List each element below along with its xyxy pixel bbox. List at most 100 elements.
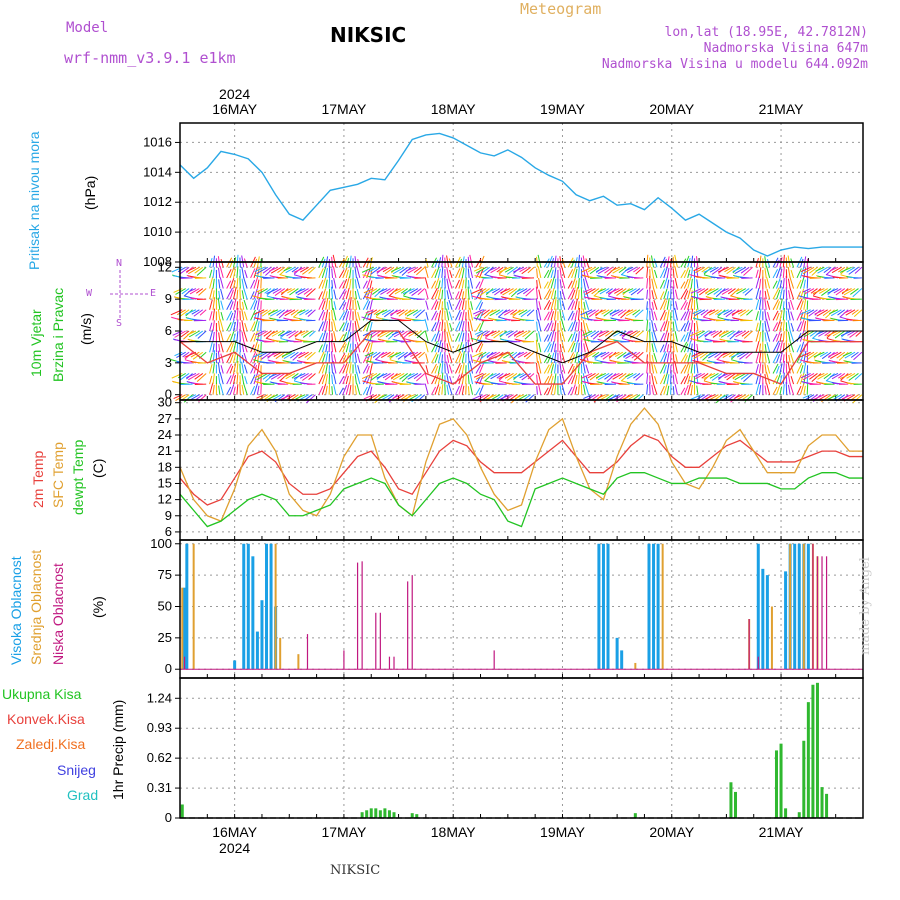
wind-arrow <box>189 288 200 295</box>
wind-arrow <box>790 269 795 279</box>
wind-arrow <box>308 373 316 381</box>
wind-arrow <box>651 384 655 395</box>
y-tick-label: 0.31 <box>147 780 172 795</box>
wind-arrow <box>475 387 481 395</box>
wind-arrow <box>772 322 779 332</box>
wind-arrow <box>356 288 361 300</box>
wind-arrow <box>799 277 805 289</box>
wind-arrow <box>219 318 224 332</box>
wind-arrow <box>597 288 606 293</box>
wind-arrow <box>305 309 313 315</box>
wind-arrow <box>567 363 574 374</box>
wind-arrow <box>485 288 497 294</box>
wind-arrow <box>369 386 373 395</box>
wind-arrow <box>437 340 442 353</box>
wind-arrow <box>729 330 740 340</box>
day-label-bottom: 21MAY <box>759 824 805 840</box>
mid-cloud-bar <box>181 587 184 670</box>
wind-arrow <box>804 288 815 295</box>
high-cloud-bar <box>765 575 769 670</box>
wind-arrow <box>241 320 245 332</box>
wind-arrow <box>271 330 282 337</box>
wind-arrow <box>772 299 779 311</box>
wind-arrow <box>250 362 256 374</box>
wind-arrow <box>813 351 825 358</box>
wind-arrow <box>536 374 538 385</box>
wind-arrow <box>699 351 709 359</box>
wind-arrow <box>318 309 325 321</box>
wind-arrow <box>772 363 779 374</box>
high-cloud-bar <box>784 571 788 670</box>
wind-arrow <box>219 383 224 395</box>
wind-arrow <box>300 330 309 336</box>
wind-arrow <box>659 344 665 353</box>
wind-arrow <box>431 322 437 332</box>
wind-arrow <box>321 341 327 353</box>
wind-arrow <box>696 320 699 332</box>
wind-arrow <box>584 341 590 353</box>
wind-arrow <box>711 373 723 381</box>
wind-arrow <box>467 268 470 278</box>
low-cloud-bar <box>388 656 391 670</box>
wind-arrow <box>772 310 779 321</box>
low-cloud-bar <box>493 650 495 670</box>
wind-arrow <box>374 394 385 404</box>
wind-arrow <box>342 320 348 332</box>
wind-arrow <box>713 288 723 295</box>
wind-arrow <box>543 288 551 300</box>
wind-arrow <box>802 266 815 275</box>
wind-arrow <box>696 330 706 337</box>
precip-bar <box>365 810 369 818</box>
wind-arrow <box>448 341 453 353</box>
wind-arrow <box>779 333 783 342</box>
precip-unit: 1hr Precip (mm) <box>110 699 126 800</box>
wind-arrow <box>219 277 224 289</box>
wind-arrow <box>441 278 444 289</box>
wind-arrow <box>838 351 849 361</box>
wind-arrow <box>766 312 771 321</box>
wind-arrow <box>431 340 438 353</box>
wind-arrow <box>766 258 771 268</box>
wind-arrow <box>220 300 224 310</box>
wind-arrow <box>366 259 370 268</box>
wind-arrow <box>293 373 306 380</box>
wind-arrow <box>218 290 221 300</box>
wind-arrow <box>849 330 859 338</box>
wind-arrow <box>758 331 762 342</box>
wind-arrow <box>218 279 221 289</box>
wind-arrow <box>584 276 590 289</box>
wind-arrow <box>254 373 265 379</box>
wind-arrow <box>369 298 374 310</box>
wind-arrow <box>425 353 429 363</box>
wind-arrow <box>288 330 299 339</box>
wind-arrow <box>365 288 378 296</box>
wind-arrow <box>285 373 296 380</box>
wind-arrow <box>659 374 666 385</box>
wind-arrow <box>302 330 313 338</box>
wind-arrow <box>758 267 762 278</box>
wind-arrow <box>690 267 694 278</box>
compass-e: E <box>150 288 157 299</box>
wind-arrow <box>687 364 691 374</box>
wind-arrow <box>180 330 190 338</box>
wind-arrow <box>506 266 518 275</box>
wind-arrow <box>434 384 440 395</box>
wind-arrow <box>687 340 692 353</box>
wind-arrow <box>654 322 658 332</box>
wind-arrow <box>680 387 686 395</box>
wind-arrow <box>743 330 753 339</box>
wind-arrow <box>724 266 733 273</box>
wind-arrow <box>414 330 422 337</box>
wind-arrow <box>646 342 649 353</box>
wind-arrow <box>478 278 484 289</box>
coords-label: lon,lat (18.95E, 42.7812N) <box>664 25 869 40</box>
wind-arrow <box>535 298 538 310</box>
wind-arrow <box>782 278 785 289</box>
wind-arrow <box>584 330 596 338</box>
wind-arrow <box>434 342 439 353</box>
wind-arrow <box>226 386 232 395</box>
wind-arrow <box>543 281 549 289</box>
y-tick-label: 9 <box>165 508 172 523</box>
wind-arrow <box>789 329 795 342</box>
cloud-label-3: Niska Oblacnost <box>50 563 66 665</box>
